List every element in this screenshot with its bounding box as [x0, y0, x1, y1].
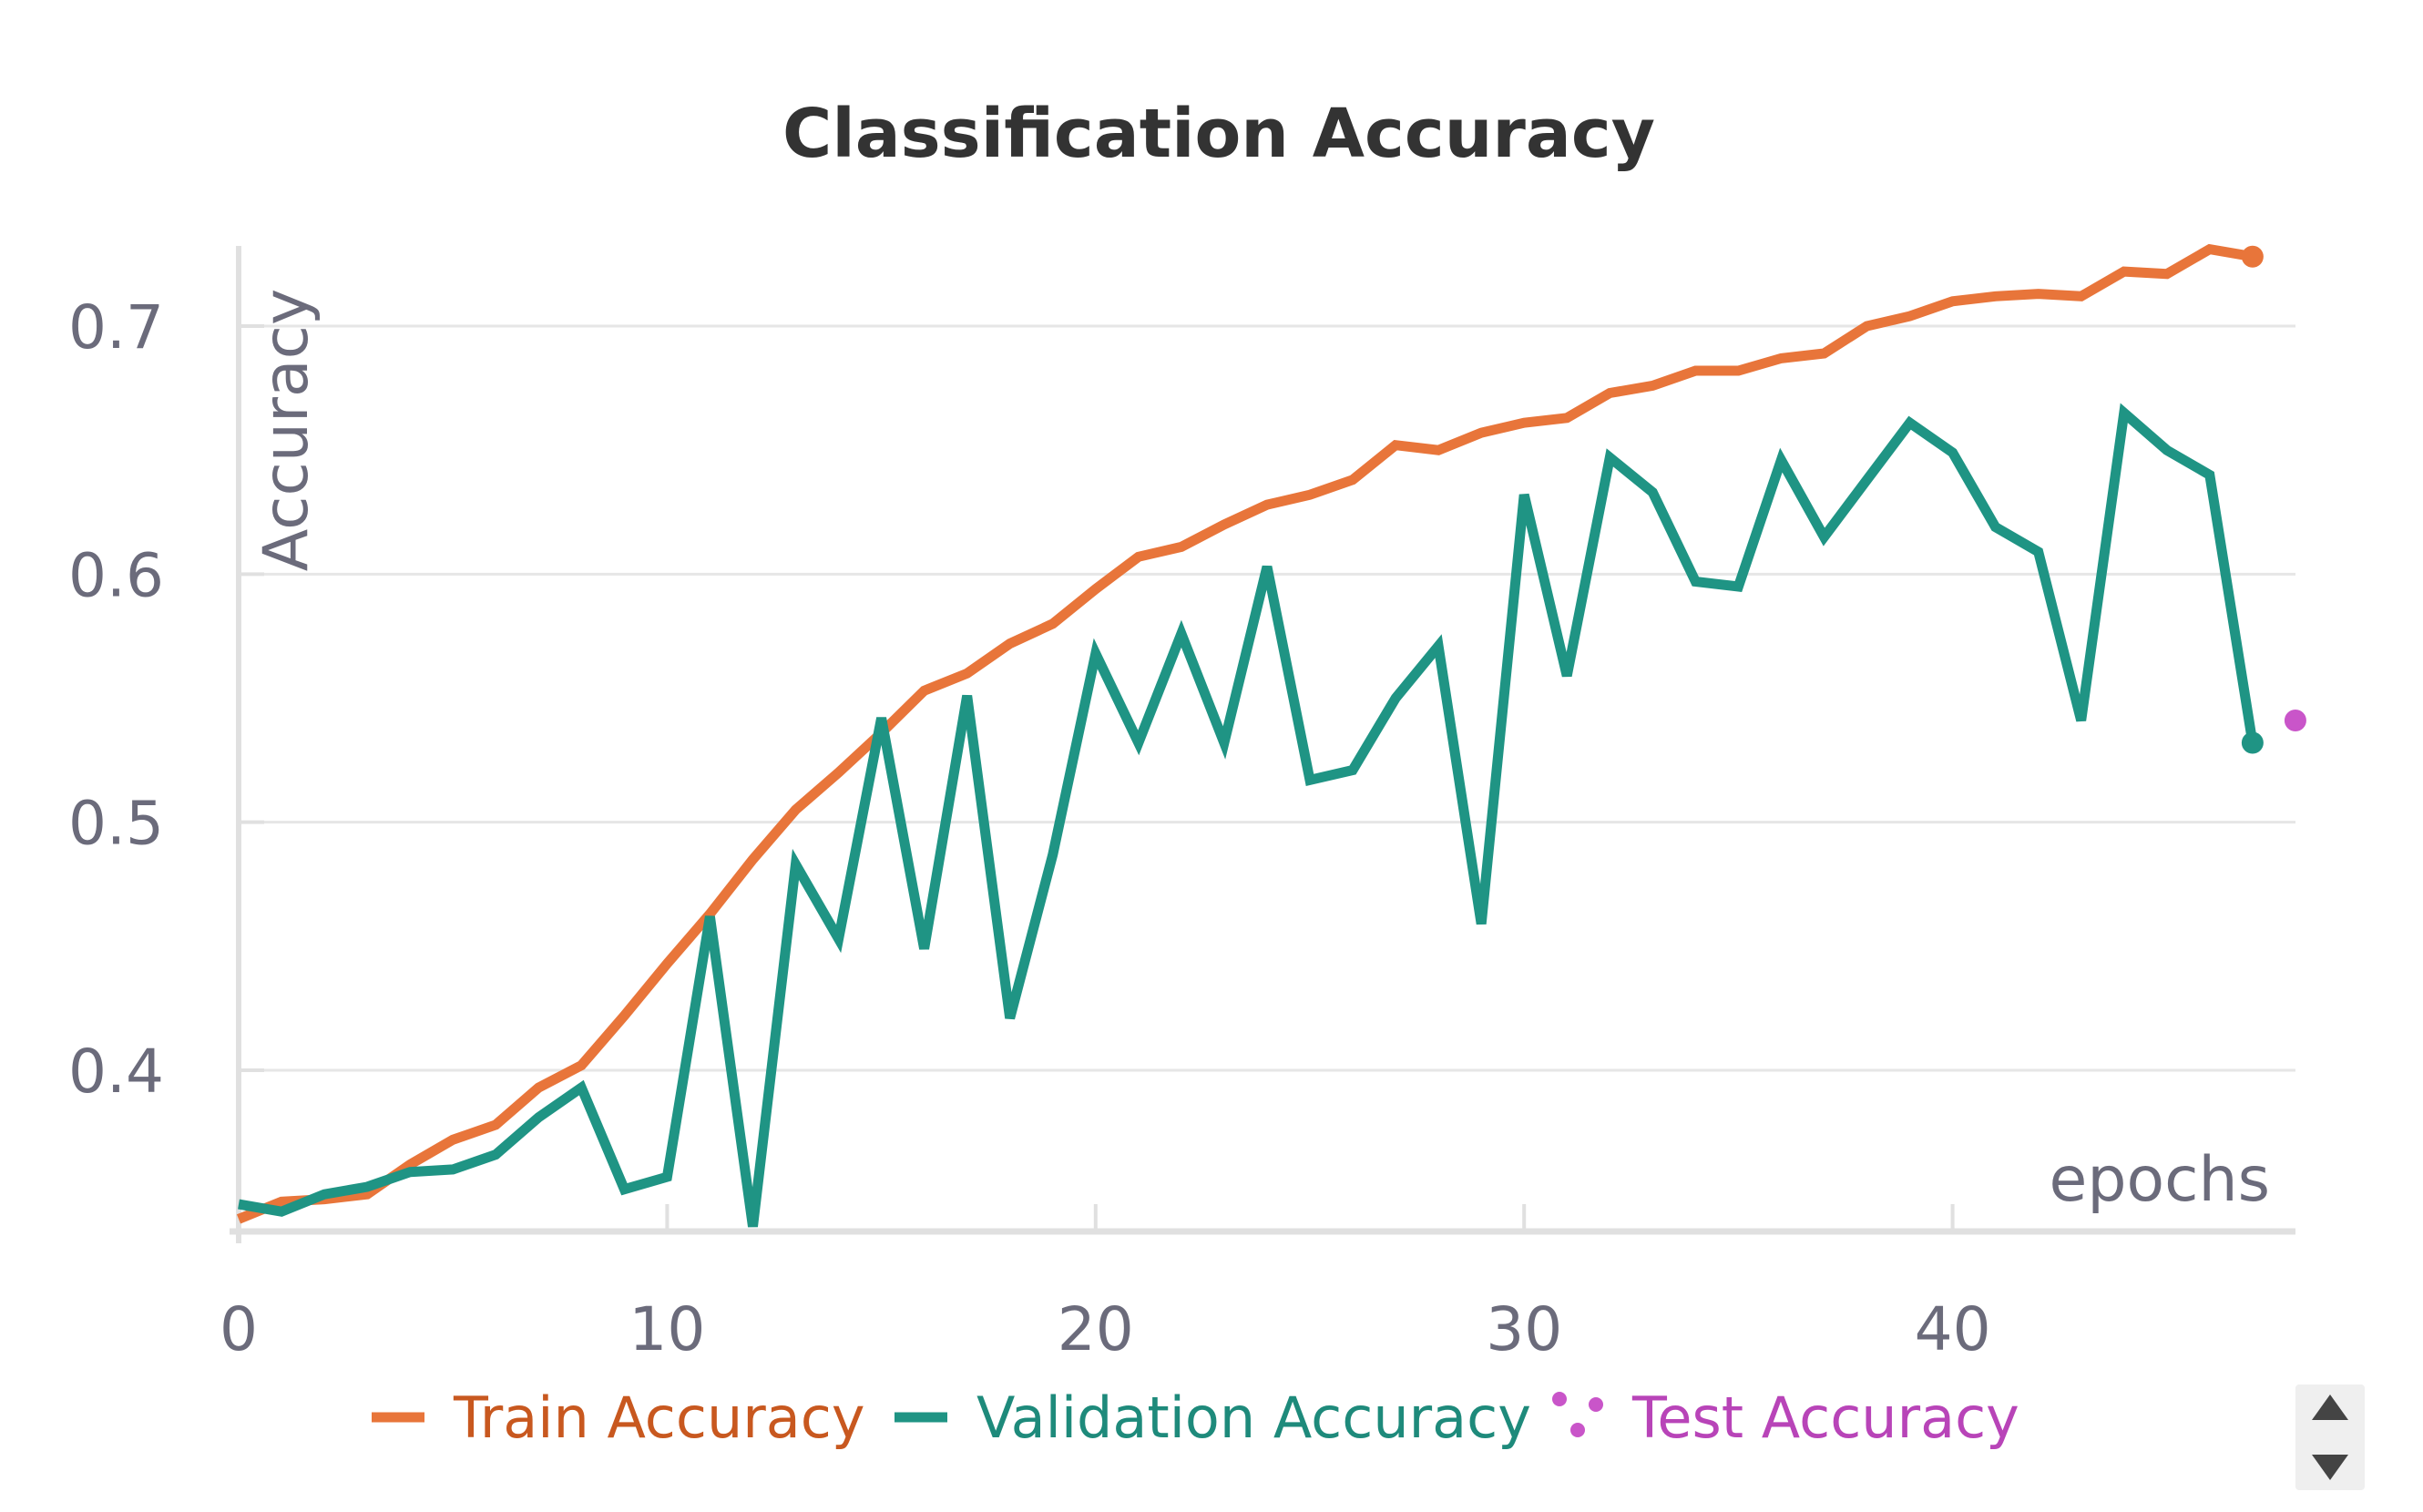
legend: Train Accuracy Validation Accuracy Test Ac… — [372, 1384, 2019, 1451]
x-tick-label: 40 — [1915, 1294, 1991, 1364]
x-tick-label: 0 — [220, 1294, 258, 1364]
legend-item-validation-accuracy[interactable]: Validation Accuracy — [895, 1384, 1531, 1451]
x-axis-ticks: 0 10 20 30 40 — [220, 1204, 1991, 1364]
legend-label: Test Accuracy — [1631, 1384, 2019, 1451]
y-tick-label: 0.5 — [68, 789, 164, 859]
chart-title: Classification Accuracy — [782, 95, 1655, 173]
legend-dot — [1570, 1423, 1585, 1437]
series-train-accuracy — [236, 243, 2264, 1224]
series-test-accuracy — [2284, 710, 2306, 732]
legend-item-train-accuracy[interactable]: Train Accuracy — [372, 1384, 865, 1451]
legend-dot — [1589, 1397, 1603, 1412]
legend-scroll-control[interactable] — [2295, 1384, 2365, 1490]
legend-dot — [1552, 1392, 1567, 1406]
x-tick-label: 10 — [629, 1294, 705, 1364]
y-axis-ticks: 0.4 0.5 0.6 0.7 — [68, 292, 264, 1107]
x-axis-label: epochs — [2049, 1144, 2270, 1216]
y-tick-label: 0.7 — [68, 292, 164, 363]
data-point — [2284, 710, 2306, 732]
series-validation-accuracy — [238, 403, 2264, 1228]
x-tick-label: 30 — [1486, 1294, 1562, 1364]
axes — [230, 246, 2295, 1243]
legend-item-test-accuracy[interactable]: Test Accuracy — [1552, 1384, 2019, 1451]
series-line — [238, 403, 2258, 1228]
y-tick-label: 0.4 — [68, 1037, 164, 1107]
series-end-point — [2241, 245, 2264, 268]
x-tick-label: 20 — [1058, 1294, 1134, 1364]
legend-label: Validation Accuracy — [976, 1384, 1531, 1451]
triangle-up-icon[interactable] — [2312, 1395, 2348, 1420]
grid — [239, 324, 2295, 1072]
y-tick-label: 0.6 — [68, 540, 164, 610]
series-line — [236, 243, 2254, 1224]
scroll-control-background — [2295, 1384, 2365, 1490]
legend-label: Train Accuracy — [453, 1384, 865, 1451]
series-end-point — [2241, 731, 2264, 754]
series — [236, 243, 2306, 1228]
triangle-down-icon[interactable] — [2312, 1455, 2348, 1480]
legend-dots-swatch — [1552, 1392, 1603, 1437]
y-axis-label: Accuracy — [250, 289, 322, 571]
